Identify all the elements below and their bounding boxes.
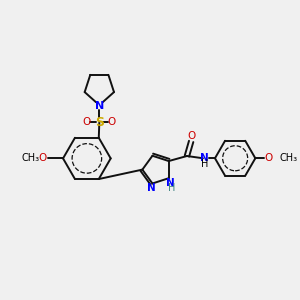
Text: O: O (187, 131, 195, 141)
Text: O: O (82, 117, 91, 128)
Text: H: H (168, 183, 176, 193)
Text: H: H (201, 159, 208, 170)
Text: N: N (166, 178, 175, 188)
Text: N: N (147, 183, 155, 193)
Text: CH₃: CH₃ (279, 153, 297, 163)
Text: N: N (200, 153, 209, 163)
Text: CH₃: CH₃ (21, 153, 39, 164)
Text: O: O (38, 153, 47, 164)
Text: S: S (95, 116, 104, 129)
Text: N: N (95, 100, 104, 110)
Text: O: O (265, 153, 273, 163)
Text: O: O (108, 117, 116, 128)
